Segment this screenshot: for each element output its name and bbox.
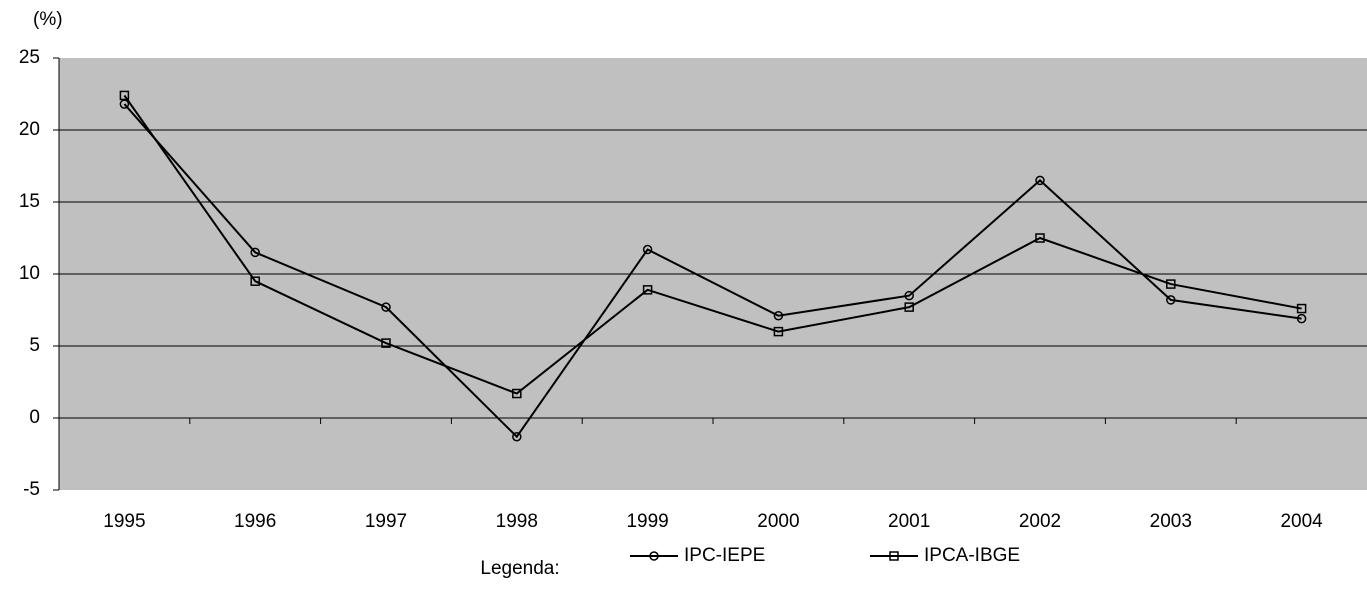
- x-tick-label: 2003: [1150, 511, 1192, 532]
- point-marker: [904, 302, 914, 312]
- x-tick-label: 1996: [234, 511, 276, 532]
- point-marker: [1296, 303, 1307, 314]
- x-tick-label: 1997: [365, 511, 407, 532]
- point-marker: [773, 326, 784, 337]
- point-marker: [1166, 295, 1176, 305]
- point-marker: [1035, 175, 1045, 186]
- point-marker: [250, 276, 260, 286]
- point-marker: [642, 285, 653, 295]
- y-tick-label: 0: [29, 407, 40, 428]
- point-marker: [250, 247, 260, 258]
- x-tick-label: 1998: [496, 511, 538, 532]
- x-tick-label: 2004: [1280, 511, 1323, 532]
- point-marker: [1296, 313, 1307, 324]
- point-marker: [1035, 233, 1045, 243]
- point-marker: [889, 551, 899, 561]
- point-marker: [381, 302, 391, 312]
- y-tick-label: 15: [19, 191, 40, 212]
- point-marker: [1166, 279, 1176, 289]
- point-marker: [381, 338, 391, 348]
- x-tick-label: 1999: [626, 511, 668, 532]
- y-tick-label: 10: [19, 263, 40, 284]
- legend-title: Legenda:: [480, 558, 559, 579]
- y-tick-label: 25: [19, 47, 40, 68]
- x-tick-label: 2000: [757, 511, 799, 532]
- y-axis-label: (%): [33, 9, 63, 30]
- point-marker: [642, 244, 653, 255]
- point-marker: [512, 431, 522, 442]
- series-line: [123, 94, 1302, 395]
- point-marker: [119, 90, 130, 101]
- x-tick-label: 2002: [1019, 511, 1061, 532]
- point-marker: [649, 551, 659, 561]
- series-line: [123, 103, 1302, 439]
- y-tick-label: 20: [19, 119, 40, 140]
- point-marker: [904, 290, 914, 301]
- point-marker: [512, 388, 522, 399]
- x-tick-label: 1995: [103, 511, 145, 532]
- legend-label: IPCA-IBGE: [924, 545, 1020, 566]
- legend-label: IPC-IEPE: [684, 545, 765, 566]
- point-marker: [773, 311, 784, 321]
- y-tick-label: -5: [23, 479, 40, 500]
- x-tick-label: 2001: [888, 511, 930, 532]
- y-tick-label: 5: [29, 335, 40, 356]
